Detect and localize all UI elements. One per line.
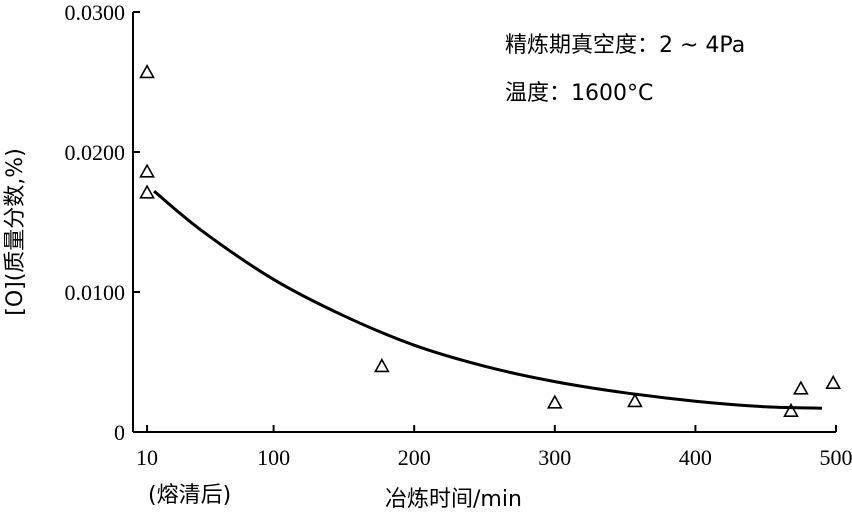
y-tick-label: 0.0100 [65,280,126,305]
x-axis-label: 冶炼时间/min [385,487,522,512]
data-point-triangle [139,184,155,199]
data-point-triangle [546,394,563,409]
data-markers [139,64,842,418]
x-tick-label: 300 [538,445,571,470]
x-tick-label: 10 [136,445,158,470]
x-tick-label: 500 [820,445,852,470]
annotation-temperature: 温度：1600°C [505,81,653,106]
data-point-triangle [139,163,155,178]
x-tick-label: 200 [398,445,431,470]
y-axis-label: [O](质量分数,%) [3,148,28,316]
data-point-triangle [783,402,799,418]
x-ticks: 10 100 200 300 400 500 [136,425,852,470]
x-tick-label: 100 [257,445,290,470]
annotation-vacuum: 精炼期真空度：2 ~ 4Pa [505,33,745,58]
data-point-triangle [627,393,643,408]
data-point-triangle [374,358,390,373]
y-tick-label: 0.0300 [65,0,126,25]
fit-curve [153,190,822,410]
fit-curve-group [153,190,822,410]
x-tick-label: 400 [679,445,712,470]
data-point-triangle [139,64,155,79]
data-point-triangle [825,374,842,390]
y-tick-label: 0.0200 [65,140,126,165]
x-axis-sub-label: (熔清后) [148,483,231,508]
y-ticks: 0 0.0100 0.0200 0.0300 [65,0,140,445]
y-tick-label: 0 [114,420,125,445]
data-point-triangle [792,380,809,395]
